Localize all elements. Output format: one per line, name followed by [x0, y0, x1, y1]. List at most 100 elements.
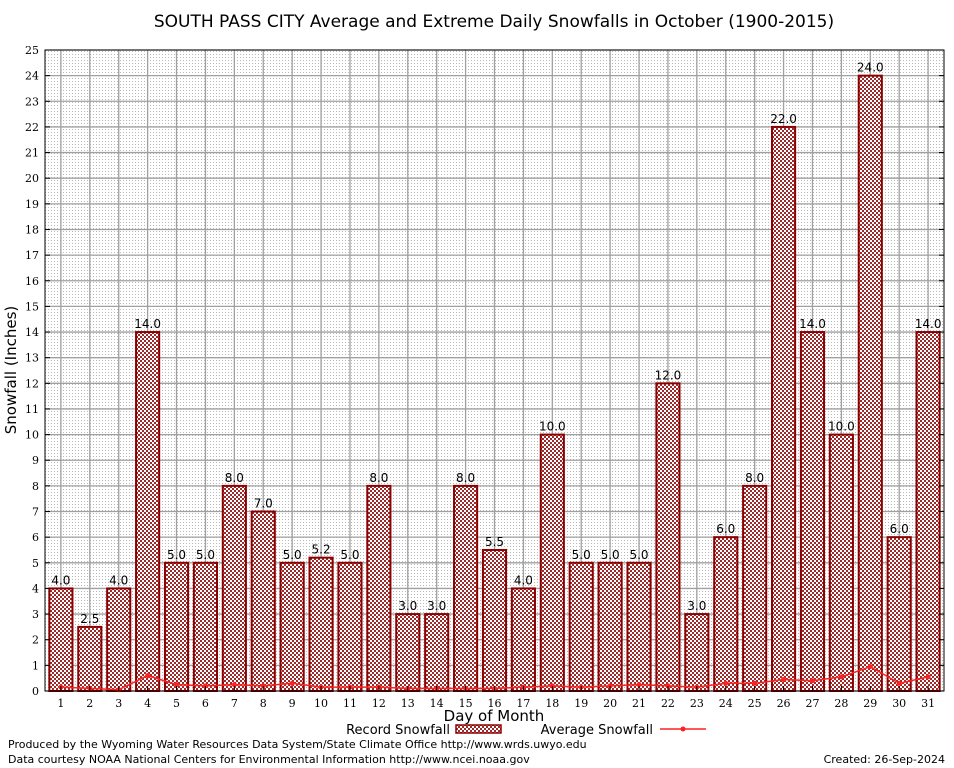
y-tick-label: 1: [32, 659, 39, 672]
y-tick-label: 9: [32, 454, 39, 467]
y-tick-label: 2: [32, 634, 39, 647]
record-bar: [366, 484, 392, 692]
x-tick-label: 31: [921, 697, 935, 710]
record-bar: [250, 510, 276, 692]
average-point: [260, 683, 266, 689]
average-point: [925, 674, 931, 680]
average-point: [636, 682, 642, 688]
y-tick-label: 4: [32, 582, 39, 595]
footer-data-courtesy: Data courtesy NOAA National Centers for …: [8, 753, 530, 766]
y-tick-label: 17: [25, 249, 39, 262]
legend-average-marker: [680, 726, 686, 732]
bar-value-label: 3.0: [427, 599, 446, 613]
legend-record-label: Record Snowfall: [346, 723, 450, 738]
record-bar: [568, 561, 594, 692]
x-tick-label: 25: [748, 697, 762, 710]
y-tick-label: 7: [32, 506, 39, 519]
y-tick-label: 0: [32, 685, 39, 698]
bar-value-label: 5.0: [340, 548, 359, 562]
x-tick-label: 30: [892, 697, 906, 710]
bar-value-label: 5.5: [485, 535, 504, 549]
y-tick-label: 25: [25, 44, 39, 57]
record-bar: [424, 613, 450, 693]
record-bar: [106, 587, 132, 692]
x-tick-label: 16: [488, 697, 502, 710]
x-tick-label: 7: [231, 697, 238, 710]
average-point: [231, 682, 237, 688]
x-tick-label: 3: [115, 697, 122, 710]
bar-value-label: 5.0: [283, 548, 302, 562]
y-tick-label: 18: [25, 223, 39, 236]
record-bar: [799, 331, 826, 692]
x-tick-label: 14: [430, 697, 444, 710]
record-bar: [192, 561, 218, 692]
y-tick-label: 11: [25, 403, 39, 416]
y-tick-label: 21: [25, 147, 39, 160]
y-tick-label: 8: [32, 480, 39, 493]
average-point: [549, 683, 555, 689]
average-point: [607, 683, 613, 689]
y-tick-label: 24: [25, 70, 39, 83]
bar-value-label: 10.0: [828, 420, 855, 434]
record-bar: [481, 548, 508, 692]
x-tick-label: 17: [516, 697, 530, 710]
x-tick-label: 27: [805, 697, 819, 710]
record-bar: [771, 125, 797, 693]
bar-value-label: 10.0: [539, 420, 566, 434]
x-axis-ticks: 1 2 3 4 5 6 7 8 9 10 11 12 13 14 15 16 17 18 19 20 21 22 23 24 2…: [57, 686, 935, 710]
bar-value-label: 8.0: [745, 471, 764, 485]
x-tick-label: 4: [144, 697, 151, 710]
bar-value-label: 4.0: [51, 573, 70, 587]
bar-value-label: 24.0: [857, 61, 884, 75]
x-tick-label: 6: [202, 697, 209, 710]
y-tick-label: 16: [25, 275, 39, 288]
x-tick-label: 9: [289, 697, 296, 710]
x-tick-label: 18: [545, 697, 559, 710]
bar-value-label: 8.0: [369, 471, 388, 485]
y-tick-label: 23: [25, 95, 39, 108]
x-tick-label: 5: [173, 697, 180, 710]
average-point: [723, 680, 729, 686]
y-tick-label: 22: [25, 121, 39, 134]
record-bar: [597, 561, 623, 692]
bar-value-label: 6.0: [716, 522, 735, 536]
y-axis-label: Snowfall (Inches): [2, 306, 20, 434]
average-point: [174, 682, 180, 688]
bar-value-label: 5.0: [196, 548, 215, 562]
y-axis-ticks: 0123456789101112131415161718192021222324…: [25, 44, 944, 698]
bar-value-label: 14.0: [134, 317, 161, 331]
y-tick-label: 14: [25, 326, 39, 339]
average-point: [752, 680, 758, 686]
record-bar: [539, 433, 565, 692]
x-tick-label: 12: [372, 697, 386, 710]
x-tick-label: 2: [86, 697, 93, 710]
x-tick-label: 26: [777, 697, 791, 710]
bar-value-label: 14.0: [915, 317, 942, 331]
bar-value-label: 12.0: [655, 368, 682, 382]
record-bar: [828, 433, 854, 692]
average-point: [838, 674, 844, 680]
average-point: [145, 673, 151, 679]
y-tick-label: 12: [25, 377, 39, 390]
bar-value-label: 5.0: [601, 548, 620, 562]
bar-value-label: 8.0: [225, 471, 244, 485]
bars-group: 4.0 2.5 4.0 14.0 5.0 5.0 8.0 7.0 5.0 5.2 5.0 8.0 3.0…: [48, 61, 942, 693]
record-bar: [221, 484, 247, 692]
record-bar: [655, 382, 681, 692]
x-tick-label: 28: [834, 697, 848, 710]
record-bar: [742, 484, 768, 692]
record-bar: [915, 331, 941, 692]
record-bar: [713, 536, 739, 692]
record-bar: [857, 74, 883, 692]
x-tick-label: 24: [719, 697, 733, 710]
record-bar: [308, 556, 334, 692]
bar-value-label: 3.0: [398, 599, 417, 613]
y-tick-label: 10: [25, 429, 39, 442]
x-tick-label: 23: [690, 697, 704, 710]
average-point: [665, 683, 671, 689]
chart-title: SOUTH PASS CITY Average and Extreme Dail…: [154, 12, 834, 32]
y-tick-label: 19: [25, 198, 39, 211]
x-tick-label: 19: [574, 697, 588, 710]
x-tick-label: 11: [343, 697, 357, 710]
legend-average-label: Average Snowfall: [541, 723, 653, 738]
